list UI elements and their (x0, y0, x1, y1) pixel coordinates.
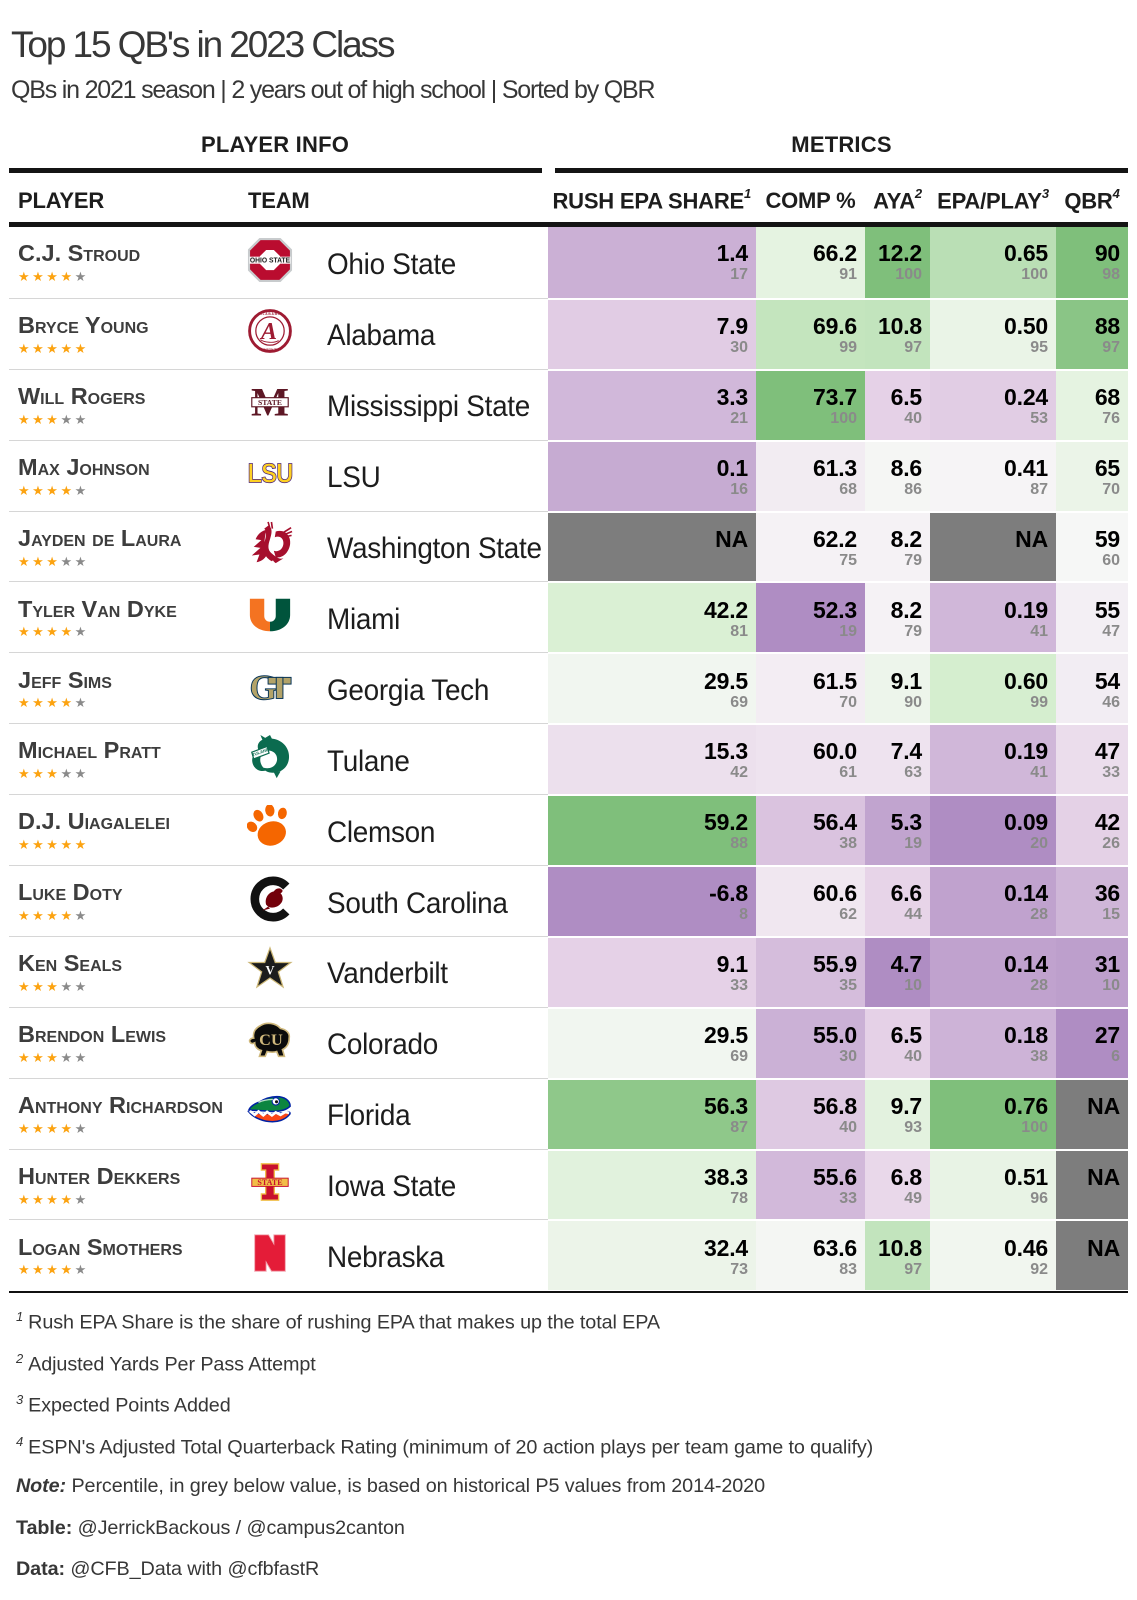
svg-text:CRIMSON TIDE: CRIMSON TIDE (259, 348, 281, 352)
svg-text:A L A B A M A: A L A B A M A (259, 312, 281, 316)
svg-text:A: A (259, 320, 277, 346)
svg-text:STATE: STATE (257, 1178, 282, 1187)
svg-text:CU: CU (259, 1030, 283, 1049)
svg-text:STATE: STATE (258, 398, 282, 407)
svg-text:G: G (250, 667, 278, 707)
svg-text:V: V (266, 964, 275, 978)
svg-text:OHIO STATE: OHIO STATE (250, 256, 291, 264)
svg-text:LSU: LSU (247, 459, 292, 489)
svg-text:TULANE: TULANE (252, 747, 270, 758)
